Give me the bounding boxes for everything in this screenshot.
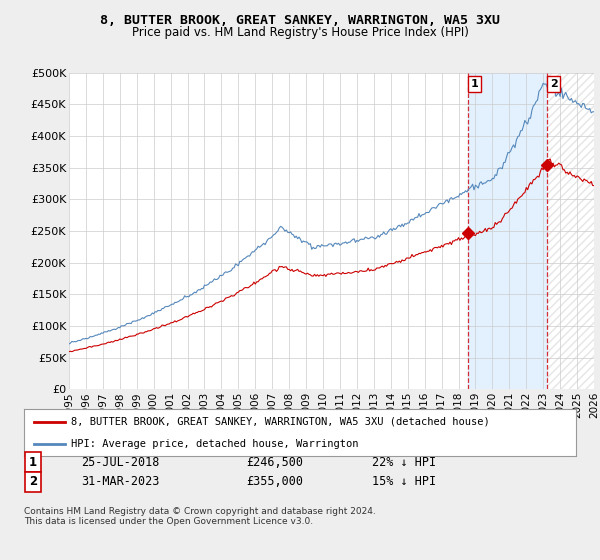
Text: Price paid vs. HM Land Registry's House Price Index (HPI): Price paid vs. HM Land Registry's House … <box>131 26 469 39</box>
Text: 2: 2 <box>29 475 37 488</box>
Text: 1: 1 <box>29 455 37 469</box>
Text: HPI: Average price, detached house, Warrington: HPI: Average price, detached house, Warr… <box>71 438 358 449</box>
Bar <box>547 73 594 389</box>
Text: 15% ↓ HPI: 15% ↓ HPI <box>372 475 436 488</box>
Text: 8, BUTTER BROOK, GREAT SANKEY, WARRINGTON, WA5 3XU: 8, BUTTER BROOK, GREAT SANKEY, WARRINGTO… <box>100 14 500 27</box>
Text: 2: 2 <box>550 79 558 89</box>
Text: 8, BUTTER BROOK, GREAT SANKEY, WARRINGTON, WA5 3XU (detached house): 8, BUTTER BROOK, GREAT SANKEY, WARRINGTO… <box>71 417 490 427</box>
Text: Contains HM Land Registry data © Crown copyright and database right 2024.
This d: Contains HM Land Registry data © Crown c… <box>24 507 376 526</box>
Text: 22% ↓ HPI: 22% ↓ HPI <box>372 455 436 469</box>
Text: 1: 1 <box>471 79 478 89</box>
Text: 25-JUL-2018: 25-JUL-2018 <box>81 455 160 469</box>
Text: 31-MAR-2023: 31-MAR-2023 <box>81 475 160 488</box>
Bar <box>547 73 594 389</box>
Text: £355,000: £355,000 <box>246 475 303 488</box>
Bar <box>468 73 547 389</box>
Text: £246,500: £246,500 <box>246 455 303 469</box>
